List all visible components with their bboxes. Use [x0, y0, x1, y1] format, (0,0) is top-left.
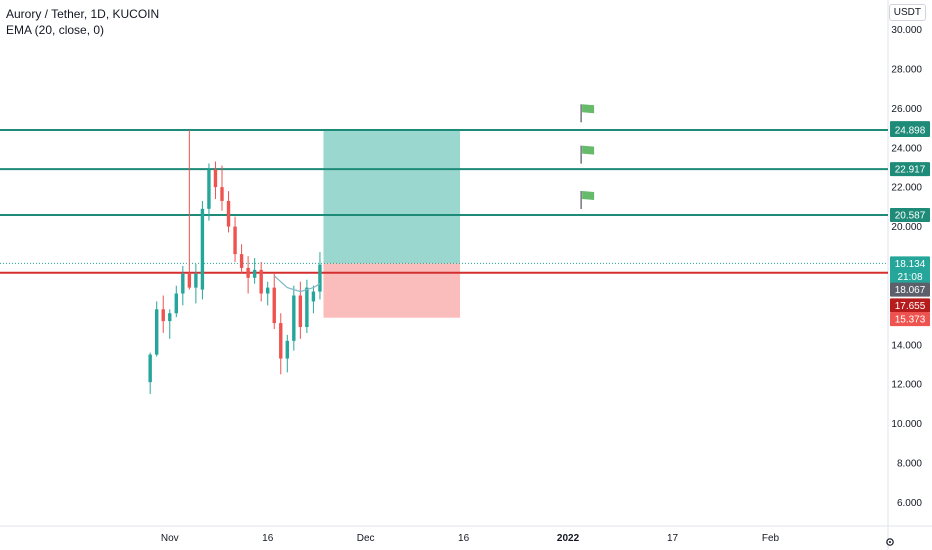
candle[interactable]: [148, 354, 152, 383]
candle[interactable]: [318, 264, 322, 292]
price-label-box: [890, 298, 930, 313]
price-label: 17.655: [895, 301, 926, 312]
y-tick-label: 20.000: [891, 222, 922, 233]
symbol-title[interactable]: Aurory / Tether, 1D, KUCOIN: [6, 7, 160, 21]
currency-button[interactable]: USDT: [888, 4, 926, 21]
x-tick-label: 16: [458, 533, 470, 544]
price-label: 15.373: [895, 315, 926, 326]
x-tick-label: Feb: [762, 533, 780, 544]
flag-icon[interactable]: [582, 190, 595, 200]
price-label-box: [890, 123, 930, 138]
candle[interactable]: [246, 267, 250, 278]
price-label: 20.587: [895, 210, 926, 221]
y-tick-label: 14.000: [891, 340, 922, 351]
price-label: 18.134: [895, 259, 926, 270]
price-label-box: [890, 162, 930, 177]
candle[interactable]: [181, 273, 185, 294]
candle[interactable]: [305, 287, 309, 328]
candle[interactable]: [174, 293, 178, 314]
x-tick-label: 16: [262, 533, 274, 544]
flag-icon[interactable]: [582, 145, 595, 155]
candle[interactable]: [298, 295, 303, 328]
y-tick-label: 26.000: [891, 104, 922, 115]
y-tick-label: 10.000: [891, 419, 922, 430]
candle[interactable]: [226, 200, 231, 227]
y-tick-label: 28.000: [891, 64, 922, 75]
candle[interactable]: [292, 295, 296, 341]
y-tick-label: 12.000: [891, 380, 922, 391]
chart-legend: Aurory / Tether, 1D, KUCOIN EMA (20, clo…: [6, 6, 159, 38]
y-tick-label: 8.000: [897, 458, 922, 469]
price-label-box: [890, 312, 930, 327]
candle[interactable]: [311, 291, 316, 302]
candle[interactable]: [252, 269, 257, 278]
gear-icon[interactable]: [884, 536, 896, 548]
candle[interactable]: [285, 340, 289, 359]
y-tick-label: 24.000: [891, 143, 922, 154]
candle[interactable]: [279, 323, 283, 359]
y-tick-label: 30.000: [891, 25, 922, 36]
candle[interactable]: [239, 254, 244, 268]
flag-icon[interactable]: [582, 104, 595, 114]
candle[interactable]: [259, 269, 263, 294]
price-label: 18.067: [895, 285, 926, 296]
price-label-box: [890, 256, 930, 271]
candle[interactable]: [272, 287, 276, 324]
candle[interactable]: [161, 309, 165, 322]
price-label-box: [890, 269, 930, 284]
candle[interactable]: [200, 208, 205, 290]
candle[interactable]: [168, 313, 172, 322]
price-label: 24.898: [895, 126, 926, 137]
y-tick-label: 22.000: [891, 183, 922, 194]
candle[interactable]: [207, 169, 211, 209]
price-label-box: [890, 207, 930, 222]
candle[interactable]: [155, 309, 159, 355]
ema-indicator-label[interactable]: EMA (20, close, 0): [6, 23, 105, 37]
y-tick-label: 6.000: [897, 498, 922, 509]
price-label-box: [890, 282, 930, 297]
candle[interactable]: [213, 169, 218, 188]
x-tick-label: Nov: [161, 533, 179, 544]
candle[interactable]: [266, 287, 270, 294]
x-tick-label: 2022: [557, 533, 580, 544]
stop-zone[interactable]: [323, 263, 461, 318]
x-tick-label: Dec: [357, 533, 375, 544]
target-zone[interactable]: [323, 130, 461, 264]
candle[interactable]: [194, 273, 198, 288]
price-label: 21:08: [897, 272, 922, 283]
candle[interactable]: [233, 226, 237, 255]
x-tick-label: 17: [667, 533, 679, 544]
candle[interactable]: [220, 187, 224, 201]
price-label: 22.917: [895, 165, 926, 176]
ema-line: [273, 275, 321, 293]
candle[interactable]: [187, 273, 192, 288]
